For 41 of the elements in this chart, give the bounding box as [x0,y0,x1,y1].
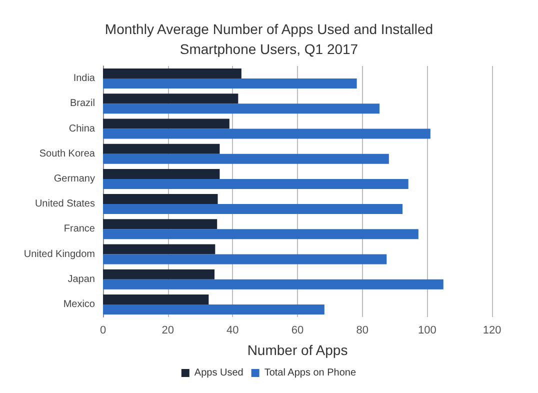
x-axis-title: Number of Apps [247,342,348,358]
bar [103,244,216,254]
x-tick-label: 40 [226,324,239,336]
y-tick-label: United States [34,198,95,210]
bar [103,279,444,290]
bar [103,68,242,79]
bar [103,78,357,89]
x-tick-label: 60 [291,324,304,336]
bar [103,254,387,264]
x-tick-label: 120 [482,324,502,336]
x-tick-label: 80 [356,324,368,336]
bar [103,118,230,129]
bar [103,204,403,214]
x-tick-label: 20 [162,324,174,336]
y-tick-label: Mexico [63,298,96,310]
bar [103,219,218,230]
chart-title: Monthly Average Number of Apps Used and Installed Smartphone Users, Q1 2017 [104,21,434,57]
legend-label: Total Apps on Phone [264,368,356,378]
bar [103,168,220,179]
y-tick-label: United Kingdom [24,248,95,260]
bar [103,154,389,164]
bar [103,144,220,154]
y-tick-label: Germany [54,173,95,184]
y-tick-label: Brazil [70,98,95,110]
y-tick-label: China [68,123,96,134]
bar [103,269,215,280]
x-tick-label: 100 [418,324,436,336]
y-tick-label: France [64,224,96,235]
y-tick-label: India [73,73,96,84]
y-tick-label: South Korea [39,148,96,160]
y-tick-label: Japan [68,274,95,285]
bar [103,94,238,104]
bar [103,194,218,204]
bar [103,294,209,304]
bar [103,229,418,240]
bar [103,104,380,114]
bar [103,128,430,139]
x-tick-label: 0 [100,324,106,336]
bar [103,178,408,189]
legend-label: Apps Used [194,368,244,378]
bar [103,304,324,314]
